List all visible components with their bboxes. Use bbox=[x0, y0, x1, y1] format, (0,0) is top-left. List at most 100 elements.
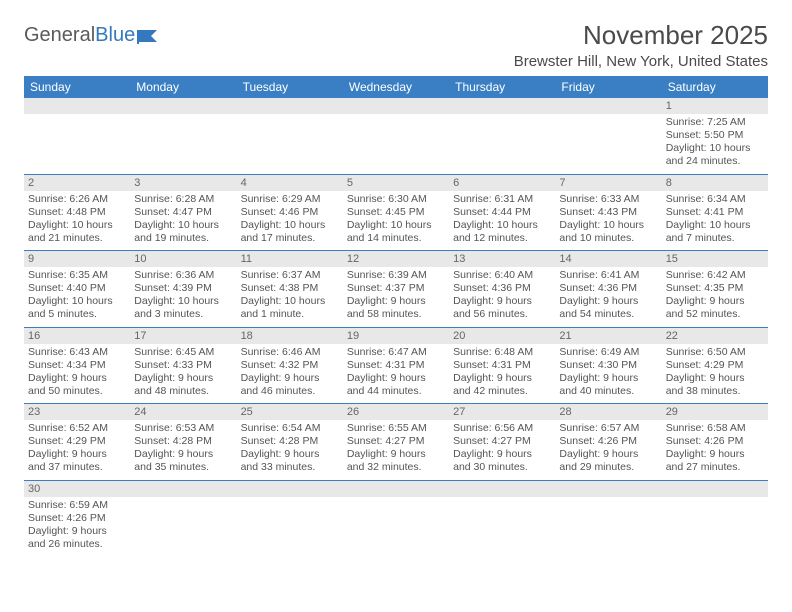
sunset-text: Sunset: 4:44 PM bbox=[453, 206, 551, 219]
calendar-cell: Sunrise: 6:40 AMSunset: 4:36 PMDaylight:… bbox=[449, 267, 555, 327]
day-number: 13 bbox=[449, 251, 555, 267]
weekday-header-friday: Friday bbox=[555, 76, 661, 98]
calendar-cell: Sunrise: 6:31 AMSunset: 4:44 PMDaylight:… bbox=[449, 191, 555, 251]
day-number: 5 bbox=[343, 175, 449, 191]
calendar-cell: Sunrise: 6:39 AMSunset: 4:37 PMDaylight:… bbox=[343, 267, 449, 327]
sunset-text: Sunset: 4:37 PM bbox=[347, 282, 445, 295]
day-number bbox=[343, 481, 449, 497]
calendar-cell: Sunrise: 6:50 AMSunset: 4:29 PMDaylight:… bbox=[662, 344, 768, 404]
day-number: 10 bbox=[130, 251, 236, 267]
day-number bbox=[237, 98, 343, 114]
day-number: 11 bbox=[237, 251, 343, 267]
sunrise-text: Sunrise: 6:54 AM bbox=[241, 422, 339, 435]
sunset-text: Sunset: 4:27 PM bbox=[347, 435, 445, 448]
title-block: November 2025 Brewster Hill, New York, U… bbox=[514, 20, 768, 70]
calendar-cell: Sunrise: 6:57 AMSunset: 4:26 PMDaylight:… bbox=[555, 420, 661, 480]
daylight-text: Daylight: 9 hours and 27 minutes. bbox=[666, 448, 764, 474]
day-number: 16 bbox=[24, 328, 130, 344]
daylight-text: Daylight: 10 hours and 19 minutes. bbox=[134, 219, 232, 245]
sunrise-text: Sunrise: 6:28 AM bbox=[134, 193, 232, 206]
day-number: 12 bbox=[343, 251, 449, 267]
calendar-cell: Sunrise: 6:29 AMSunset: 4:46 PMDaylight:… bbox=[237, 191, 343, 251]
sunset-text: Sunset: 4:30 PM bbox=[559, 359, 657, 372]
sunrise-text: Sunrise: 6:47 AM bbox=[347, 346, 445, 359]
calendar-week-row: Sunrise: 6:43 AMSunset: 4:34 PMDaylight:… bbox=[24, 344, 768, 404]
sunset-text: Sunset: 4:36 PM bbox=[453, 282, 551, 295]
calendar-cell: Sunrise: 6:46 AMSunset: 4:32 PMDaylight:… bbox=[237, 344, 343, 404]
sunset-text: Sunset: 4:29 PM bbox=[28, 435, 126, 448]
daylight-text: Daylight: 10 hours and 21 minutes. bbox=[28, 219, 126, 245]
sunrise-text: Sunrise: 6:26 AM bbox=[28, 193, 126, 206]
calendar-cell: Sunrise: 6:53 AMSunset: 4:28 PMDaylight:… bbox=[130, 420, 236, 480]
sunset-text: Sunset: 4:26 PM bbox=[559, 435, 657, 448]
calendar-cell: Sunrise: 6:42 AMSunset: 4:35 PMDaylight:… bbox=[662, 267, 768, 327]
day-number bbox=[555, 98, 661, 114]
month-title: November 2025 bbox=[514, 20, 768, 51]
calendar-cell: Sunrise: 6:45 AMSunset: 4:33 PMDaylight:… bbox=[130, 344, 236, 404]
sunrise-text: Sunrise: 6:35 AM bbox=[28, 269, 126, 282]
day-number: 23 bbox=[24, 404, 130, 420]
day-number bbox=[343, 98, 449, 114]
calendar-cell: Sunrise: 6:58 AMSunset: 4:26 PMDaylight:… bbox=[662, 420, 768, 480]
header: GeneralBlue November 2025 Brewster Hill,… bbox=[24, 20, 768, 70]
weekday-header-tuesday: Tuesday bbox=[237, 76, 343, 98]
weekday-header-thursday: Thursday bbox=[449, 76, 555, 98]
logo-flag-icon bbox=[137, 28, 159, 44]
day-number: 3 bbox=[130, 175, 236, 191]
sunrise-text: Sunrise: 6:49 AM bbox=[559, 346, 657, 359]
calendar-cell bbox=[449, 114, 555, 174]
daylight-text: Daylight: 10 hours and 14 minutes. bbox=[347, 219, 445, 245]
day-number: 1 bbox=[662, 98, 768, 114]
sunrise-text: Sunrise: 6:40 AM bbox=[453, 269, 551, 282]
sunrise-text: Sunrise: 6:59 AM bbox=[28, 499, 126, 512]
day-number: 29 bbox=[662, 404, 768, 420]
sunset-text: Sunset: 4:28 PM bbox=[134, 435, 232, 448]
day-number: 24 bbox=[130, 404, 236, 420]
sunrise-text: Sunrise: 6:43 AM bbox=[28, 346, 126, 359]
daylight-text: Daylight: 9 hours and 30 minutes. bbox=[453, 448, 551, 474]
sunrise-text: Sunrise: 6:58 AM bbox=[666, 422, 764, 435]
logo-text-general: General bbox=[24, 24, 95, 47]
sunset-text: Sunset: 4:38 PM bbox=[241, 282, 339, 295]
sunrise-text: Sunrise: 6:42 AM bbox=[666, 269, 764, 282]
calendar-cell: Sunrise: 7:25 AMSunset: 5:50 PMDaylight:… bbox=[662, 114, 768, 174]
calendar-cell bbox=[130, 114, 236, 174]
sunrise-text: Sunrise: 6:34 AM bbox=[666, 193, 764, 206]
sunrise-text: Sunrise: 6:56 AM bbox=[453, 422, 551, 435]
day-number: 22 bbox=[662, 328, 768, 344]
calendar-week-row: Sunrise: 6:52 AMSunset: 4:29 PMDaylight:… bbox=[24, 420, 768, 480]
calendar-cell bbox=[130, 497, 236, 557]
sunrise-text: Sunrise: 6:41 AM bbox=[559, 269, 657, 282]
calendar-cell bbox=[24, 114, 130, 174]
sunrise-text: Sunrise: 6:57 AM bbox=[559, 422, 657, 435]
calendar-cell bbox=[343, 497, 449, 557]
sunset-text: Sunset: 4:26 PM bbox=[666, 435, 764, 448]
calendar-cell: Sunrise: 6:49 AMSunset: 4:30 PMDaylight:… bbox=[555, 344, 661, 404]
sunset-text: Sunset: 4:27 PM bbox=[453, 435, 551, 448]
daylight-text: Daylight: 9 hours and 48 minutes. bbox=[134, 372, 232, 398]
calendar-cell: Sunrise: 6:36 AMSunset: 4:39 PMDaylight:… bbox=[130, 267, 236, 327]
day-number bbox=[555, 481, 661, 497]
sunrise-text: Sunrise: 6:29 AM bbox=[241, 193, 339, 206]
calendar-cell bbox=[555, 114, 661, 174]
daylight-text: Daylight: 9 hours and 29 minutes. bbox=[559, 448, 657, 474]
day-number: 30 bbox=[24, 481, 130, 497]
sunrise-text: Sunrise: 6:50 AM bbox=[666, 346, 764, 359]
day-number bbox=[449, 98, 555, 114]
sunset-text: Sunset: 4:31 PM bbox=[453, 359, 551, 372]
day-number: 6 bbox=[449, 175, 555, 191]
weekday-header-sunday: Sunday bbox=[24, 76, 130, 98]
logo: GeneralBlue bbox=[24, 20, 159, 47]
weekday-header-saturday: Saturday bbox=[662, 76, 768, 98]
daylight-text: Daylight: 9 hours and 33 minutes. bbox=[241, 448, 339, 474]
calendar-cell bbox=[343, 114, 449, 174]
calendar-cell: Sunrise: 6:55 AMSunset: 4:27 PMDaylight:… bbox=[343, 420, 449, 480]
calendar-cell: Sunrise: 6:54 AMSunset: 4:28 PMDaylight:… bbox=[237, 420, 343, 480]
sunset-text: Sunset: 4:39 PM bbox=[134, 282, 232, 295]
day-number: 8 bbox=[662, 175, 768, 191]
sunset-text: Sunset: 4:28 PM bbox=[241, 435, 339, 448]
sunset-text: Sunset: 4:48 PM bbox=[28, 206, 126, 219]
daylight-text: Daylight: 10 hours and 7 minutes. bbox=[666, 219, 764, 245]
sunrise-text: Sunrise: 6:36 AM bbox=[134, 269, 232, 282]
calendar-cell: Sunrise: 6:59 AMSunset: 4:26 PMDaylight:… bbox=[24, 497, 130, 557]
